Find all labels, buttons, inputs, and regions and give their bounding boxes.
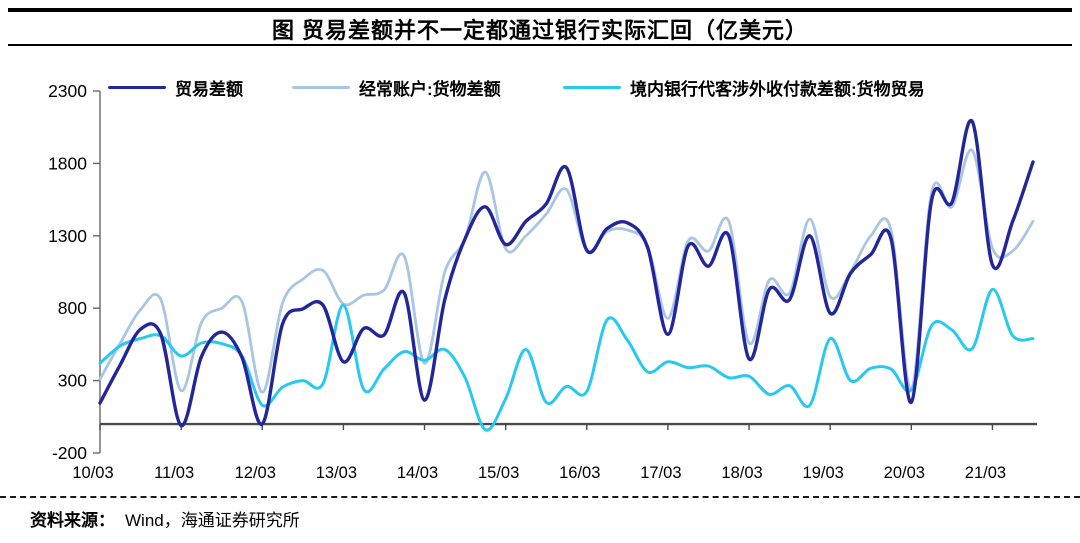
current-account-goods-swatch-icon — [292, 85, 350, 89]
legend-item-current-account-goods: 经常账户:货物差额 — [292, 76, 501, 99]
legend-item-trade-balance: 贸易差额 — [108, 76, 243, 99]
source-note: 资料来源： Wind，海通证券研究所 — [0, 496, 1080, 542]
top-rule — [8, 8, 1072, 12]
x-axis-tick-label: 11/03 — [154, 464, 194, 482]
title-divider — [8, 44, 1072, 46]
bank-client-cross-border-receipts-payments-goods-line — [98, 287, 1035, 432]
y-axis-tick-label: -200 — [52, 443, 87, 463]
chart-legend: 贸易差额 经常账户:货物差额 境内银行代客涉外收付款差额:货物贸易 — [0, 76, 1080, 99]
source-text: Wind，海通证券研究所 — [125, 511, 300, 530]
x-axis-tick-label: 12/03 — [235, 464, 276, 482]
x-axis-tick-label: 20/03 — [884, 464, 925, 482]
x-axis-tick-label: 18/03 — [721, 464, 762, 482]
y-axis-tick-label: 800 — [58, 298, 87, 318]
x-axis-tick-label: 17/03 — [640, 464, 681, 482]
y-axis-tick-label: 300 — [58, 371, 87, 391]
legend-label-current-account-goods: 经常账户:货物差额 — [359, 79, 501, 99]
figure-title: 图 贸易差额并不一定都通过银行实际汇回（亿美元） — [271, 18, 809, 43]
source-label: 资料来源： — [30, 511, 115, 530]
x-axis-tick-label: 10/03 — [72, 464, 113, 482]
y-axis-tick-label: 1300 — [48, 226, 87, 246]
y-axis-tick-label: 1800 — [48, 153, 87, 173]
x-axis-tick-label: 15/03 — [478, 464, 519, 482]
trade-balance-line — [98, 118, 1035, 428]
x-axis-tick-label: 21/03 — [965, 464, 1006, 482]
legend-item-bank-cross-border: 境内银行代客涉外收付款差额:货物贸易 — [563, 76, 925, 99]
legend-label-bank-cross-border: 境内银行代客涉外收付款差额:货物贸易 — [630, 79, 925, 99]
x-axis-tick-label: 19/03 — [803, 464, 844, 482]
legend-label-trade-balance: 贸易差额 — [175, 79, 243, 99]
x-axis-tick-label: 13/03 — [316, 464, 357, 482]
x-axis-tick-label: 14/03 — [397, 464, 438, 482]
trade-balance-swatch-icon — [108, 85, 166, 89]
y-axis-tick-label: 2300 — [48, 81, 87, 101]
x-axis-tick-label: 16/03 — [559, 464, 600, 482]
bank-cross-border-swatch-icon — [563, 85, 621, 89]
